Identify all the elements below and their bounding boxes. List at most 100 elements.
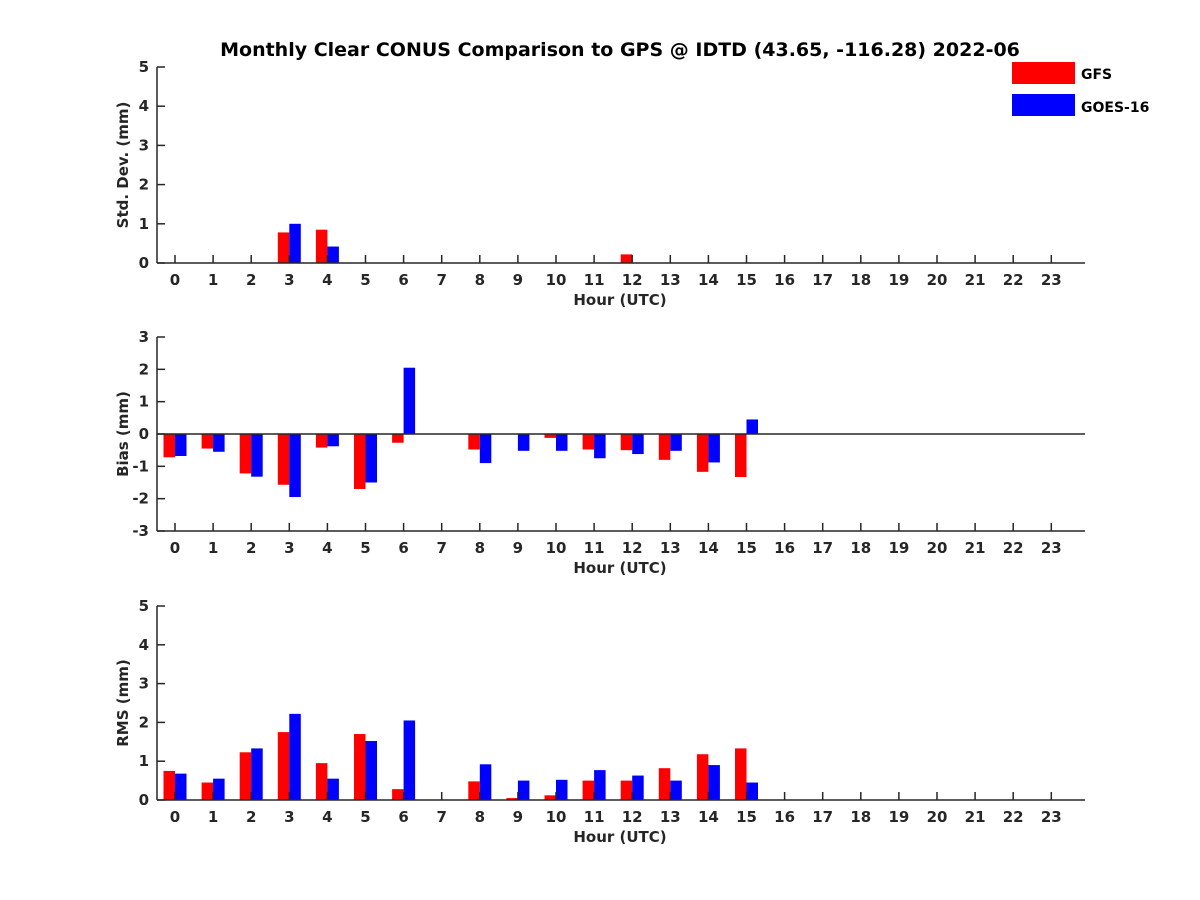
std-dev-x-tick-label: 5 <box>360 271 370 289</box>
std-dev-x-tick-label: 19 <box>888 271 909 289</box>
rms-x-tick-label: 10 <box>546 808 567 826</box>
rms-bar-gfs-hour-4 <box>315 763 328 800</box>
rms-x-tick-label: 7 <box>436 808 446 826</box>
std-dev-x-tick-label: 4 <box>322 271 332 289</box>
bias-bar-gfs-hour-6 <box>392 434 404 443</box>
rms-y-tick-label: 1 <box>139 752 149 770</box>
bias-x-tick-label: 15 <box>736 539 757 557</box>
bias-x-tick-label: 16 <box>774 539 795 557</box>
bias-bar-goes16-hour-15 <box>746 419 758 434</box>
bias-x-tick-label: 4 <box>322 539 332 557</box>
rms-y-tick-label: 5 <box>139 597 149 615</box>
std-dev-x-tick-label: 14 <box>698 271 719 289</box>
bias-x-tick-label: 20 <box>927 539 948 557</box>
rms-bar-goes16-hour-9 <box>517 780 530 800</box>
bias-x-tick-label: 5 <box>360 539 370 557</box>
std-dev-x-tick-label: 6 <box>398 271 408 289</box>
rms-bar-goes16-hour-12 <box>632 775 644 800</box>
bias-bar-goes16-hour-12 <box>632 434 644 455</box>
rms-bar-gfs-hour-15 <box>735 748 747 800</box>
std-dev-x-tick-label: 1 <box>208 271 218 289</box>
bias-y-tick-label: 3 <box>139 328 149 346</box>
std-dev-x-tick-label: 22 <box>1003 271 1024 289</box>
bias-y-tick-label: -1 <box>132 457 149 475</box>
bias-bar-gfs-hour-10 <box>544 434 556 438</box>
rms-x-tick-label: 16 <box>774 808 795 826</box>
rms-x-tick-label: 23 <box>1041 808 1062 826</box>
bias-x-tick-label: 13 <box>660 539 681 557</box>
bias-bar-gfs-hour-14 <box>696 434 709 472</box>
rms-x-tick-label: 14 <box>698 808 719 826</box>
bias-x-tick-label: 17 <box>812 539 833 557</box>
std-dev-x-tick-label: 3 <box>284 271 294 289</box>
rms-x-tick-label: 13 <box>660 808 681 826</box>
rms-y-tick-label: 2 <box>139 713 149 731</box>
bias-x-tick-label: 19 <box>888 539 909 557</box>
bias-bar-goes16-hour-11 <box>594 434 606 459</box>
bias-bar-goes16-hour-5 <box>365 434 377 483</box>
rms-y-tick-label: 4 <box>139 636 149 654</box>
bias-bar-goes16-hour-2 <box>251 434 263 477</box>
bias-y-tick-label: -3 <box>132 522 149 540</box>
bias-bar-gfs-hour-11 <box>582 434 595 450</box>
rms-x-tick-label: 4 <box>322 808 332 826</box>
std-dev-x-tick-label: 15 <box>736 271 757 289</box>
std-dev-x-tick-label: 12 <box>622 271 643 289</box>
bias-x-tick-label: 7 <box>436 539 446 557</box>
rms-bar-gfs-hour-11 <box>582 780 595 800</box>
bias-x-tick-label: 6 <box>398 539 408 557</box>
std-dev-y-tick-label: 5 <box>139 58 149 76</box>
rms-x-tick-label: 9 <box>513 808 523 826</box>
bias-x-tick-label: 14 <box>698 539 719 557</box>
rms-bar-gfs-hour-9 <box>506 798 518 800</box>
std-dev-x-tick-label: 23 <box>1041 271 1062 289</box>
std-dev-x-tick-label: 16 <box>774 271 795 289</box>
rms-bar-goes16-hour-13 <box>670 780 682 800</box>
std-dev-bar-gfs-hour-4 <box>315 229 328 263</box>
std-dev-bar-goes16-hour-4 <box>327 246 339 263</box>
rms-bar-gfs-hour-10 <box>544 795 556 800</box>
legend-swatch-gfs <box>1012 62 1075 84</box>
rms-bar-gfs-hour-14 <box>696 754 709 800</box>
rms-x-tick-label: 5 <box>360 808 370 826</box>
bias-y-tick-label: 2 <box>139 360 149 378</box>
std-dev-bar-gfs-hour-3 <box>277 232 290 263</box>
bias-x-tick-label: 18 <box>850 539 871 557</box>
bias-x-tick-label: 10 <box>546 539 567 557</box>
std-dev-x-tick-label: 18 <box>850 271 871 289</box>
bias-bar-gfs-hour-13 <box>658 434 671 460</box>
rms-y-tick-label: 3 <box>139 675 149 693</box>
std-dev-y-tick-label: 0 <box>139 254 149 272</box>
rms-x-tick-label: 19 <box>888 808 909 826</box>
rms-x-tick-label: 15 <box>736 808 757 826</box>
legend-swatch-goes16 <box>1012 94 1075 116</box>
rms-x-tick-label: 8 <box>475 808 485 826</box>
std-dev-x-tick-label: 10 <box>546 271 567 289</box>
std-dev-y-tick-label: 3 <box>139 136 149 154</box>
rms-y-axis-label: RMS (mm) <box>114 659 132 746</box>
bias-bar-gfs-hour-5 <box>354 434 366 489</box>
std-dev-x-tick-label: 20 <box>927 271 948 289</box>
bias-x-tick-label: 9 <box>513 539 523 557</box>
rms-x-axis-label: Hour (UTC) <box>573 828 666 846</box>
bias-bar-goes16-hour-13 <box>670 434 682 451</box>
rms-bar-goes16-hour-10 <box>556 779 568 800</box>
std-dev-bar-goes16-hour-3 <box>289 223 301 263</box>
legend-label-gfs: GFS <box>1081 67 1112 83</box>
rms-bar-goes16-hour-6 <box>403 720 416 800</box>
bias-bar-goes16-hour-8 <box>479 434 492 464</box>
rms-bar-gfs-hour-6 <box>392 789 404 800</box>
rms-bar-goes16-hour-1 <box>213 778 225 800</box>
bias-bar-goes16-hour-14 <box>708 434 720 463</box>
rms-y-tick-label: 0 <box>139 791 149 809</box>
bias-bar-goes16-hour-0 <box>175 434 187 456</box>
bias-bar-goes16-hour-10 <box>556 434 568 451</box>
std-dev-x-tick-label: 2 <box>246 271 256 289</box>
rms-bar-gfs-hour-5 <box>354 734 366 800</box>
rms-bar-goes16-hour-2 <box>251 748 263 800</box>
rms-bar-gfs-hour-12 <box>620 780 633 800</box>
figure-title: Monthly Clear CONUS Comparison to GPS @ … <box>220 39 1020 61</box>
